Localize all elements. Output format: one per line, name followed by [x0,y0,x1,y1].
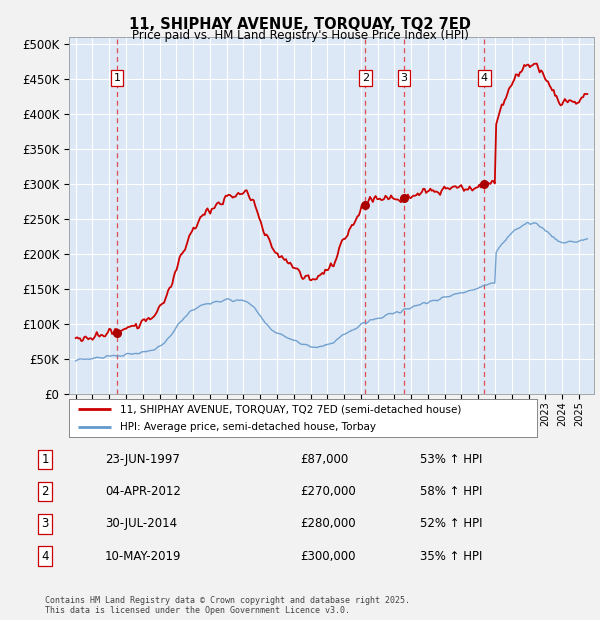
Text: 10-MAY-2019: 10-MAY-2019 [105,550,182,562]
Text: £270,000: £270,000 [300,485,356,498]
Text: 2: 2 [362,73,369,82]
Text: Contains HM Land Registry data © Crown copyright and database right 2025.
This d: Contains HM Land Registry data © Crown c… [45,596,410,615]
Text: 53% ↑ HPI: 53% ↑ HPI [420,453,482,466]
Text: 1: 1 [113,73,121,82]
Text: 3: 3 [41,518,49,530]
Text: Price paid vs. HM Land Registry's House Price Index (HPI): Price paid vs. HM Land Registry's House … [131,29,469,42]
Text: 11, SHIPHAY AVENUE, TORQUAY, TQ2 7ED (semi-detached house): 11, SHIPHAY AVENUE, TORQUAY, TQ2 7ED (se… [121,404,462,414]
Text: £300,000: £300,000 [300,550,355,562]
Text: 11, SHIPHAY AVENUE, TORQUAY, TQ2 7ED: 11, SHIPHAY AVENUE, TORQUAY, TQ2 7ED [129,17,471,32]
Text: £87,000: £87,000 [300,453,348,466]
Text: 35% ↑ HPI: 35% ↑ HPI [420,550,482,562]
Text: 3: 3 [401,73,407,82]
Text: HPI: Average price, semi-detached house, Torbay: HPI: Average price, semi-detached house,… [121,422,376,433]
Text: 23-JUN-1997: 23-JUN-1997 [105,453,180,466]
Text: 4: 4 [41,550,49,562]
Text: 2: 2 [41,485,49,498]
Text: 04-APR-2012: 04-APR-2012 [105,485,181,498]
Text: 4: 4 [481,73,488,82]
Text: 58% ↑ HPI: 58% ↑ HPI [420,485,482,498]
Text: £280,000: £280,000 [300,518,356,530]
Text: 30-JUL-2014: 30-JUL-2014 [105,518,177,530]
Text: 52% ↑ HPI: 52% ↑ HPI [420,518,482,530]
Text: 1: 1 [41,453,49,466]
